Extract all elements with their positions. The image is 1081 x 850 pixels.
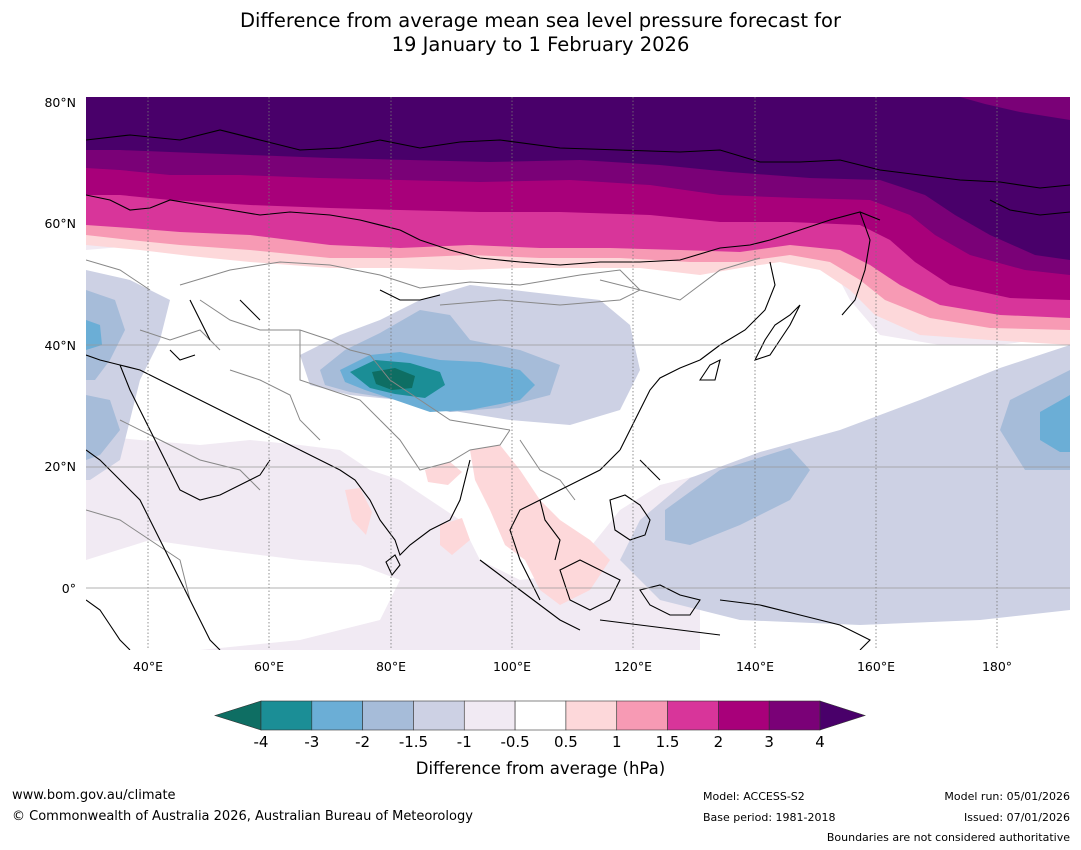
colorbar-title: Difference from average (hPa): [415, 759, 666, 778]
lat-label-60n: 60°N: [44, 216, 76, 231]
lon-label-60e: 60°E: [253, 659, 285, 674]
colorbar-segment: [718, 700, 770, 731]
colorbar-tick-label: -1: [456, 733, 472, 751]
colorbar-tick-label: -4: [253, 733, 269, 751]
footer-issued: Issued: 07/01/2026: [963, 811, 1070, 824]
colorbar-tick-label: 1: [611, 733, 622, 751]
lat-label-20n: 20°N: [44, 459, 76, 474]
colorbar-tick-label: 4: [815, 733, 825, 751]
negative-tibet-max: [372, 368, 415, 390]
colorbar-segment: [311, 700, 363, 731]
lon-label-120e: 120°E: [613, 659, 652, 674]
colorbar-tick-label: -3: [304, 733, 320, 751]
colorbar-segment: [565, 700, 618, 731]
colorbar-tick-label: -2: [355, 733, 371, 751]
parallels: [86, 344, 1070, 589]
colorbar-tick-label: 1.5: [655, 733, 680, 751]
colorbar-segment: [768, 700, 821, 731]
lat-label-0: 0°: [61, 581, 76, 596]
colorbar-segment: [413, 700, 465, 731]
colorbar-segment: [260, 700, 313, 731]
footer-model-run: Model run: 05/01/2026: [944, 790, 1070, 803]
map-panel: [86, 97, 1070, 650]
positive-nepal: [425, 462, 462, 485]
lon-label-100e: 100°E: [492, 659, 531, 674]
title-line-2: 19 January to 1 February 2026: [391, 33, 690, 56]
footer-url[interactable]: www.bom.gov.au/climate: [12, 788, 176, 803]
colorbar-tick-label: 0.5: [553, 733, 578, 751]
positive-4: [86, 97, 1070, 260]
lat-label-40n: 40°N: [44, 338, 76, 353]
colorbar-segment: [616, 700, 668, 731]
positive-indochina: [470, 445, 610, 605]
lon-label-40e: 40°E: [132, 659, 164, 674]
positive-india: [345, 488, 470, 555]
negative-west-3: [86, 320, 102, 350]
footer-copyright: © Commonwealth of Australia 2026, Austra…: [12, 809, 473, 824]
colorbar-tick-label: -0.5: [500, 733, 530, 751]
colorbar-segment: [667, 700, 719, 731]
colorbar-extend-high: [819, 700, 866, 731]
lon-label-180: 180°: [981, 659, 1013, 674]
colorbar-tick-label: 3: [764, 733, 774, 751]
colorbar: [214, 700, 866, 731]
colorbar-segment: [463, 700, 516, 731]
lon-label-80e: 80°E: [375, 659, 407, 674]
negative-pacific-1.5: [620, 345, 1070, 625]
colorbar-segment: [362, 700, 414, 731]
country-boundaries: [86, 257, 761, 601]
lon-label-140e: 140°E: [735, 659, 774, 674]
lat-label-80n: 80°N: [44, 95, 76, 110]
negative-pacific-3: [1040, 395, 1070, 452]
footer-model: Model: ACCESS-S2: [703, 790, 805, 803]
positive-4-ne-lighter: [960, 97, 1070, 120]
colorbar-tick-label: -1.5: [398, 733, 429, 751]
colorbar-extend-low: [214, 700, 262, 731]
negative-pacific-2: [665, 370, 1070, 545]
meridians: [147, 97, 998, 650]
coastlines: [86, 129, 1070, 650]
colorbar-segment: [514, 700, 567, 731]
neutral-zone-south: [86, 540, 400, 650]
title-line-1: Difference from average mean sea level p…: [240, 9, 841, 32]
footer-disclaimer: Boundaries are not considered authoritat…: [826, 831, 1070, 844]
lon-label-160e: 160°E: [856, 659, 895, 674]
footer-base-period: Base period: 1981-2018: [703, 811, 836, 824]
colorbar-tick-label: 2: [713, 733, 724, 751]
map-title: Difference from average mean sea level p…: [0, 9, 1081, 57]
